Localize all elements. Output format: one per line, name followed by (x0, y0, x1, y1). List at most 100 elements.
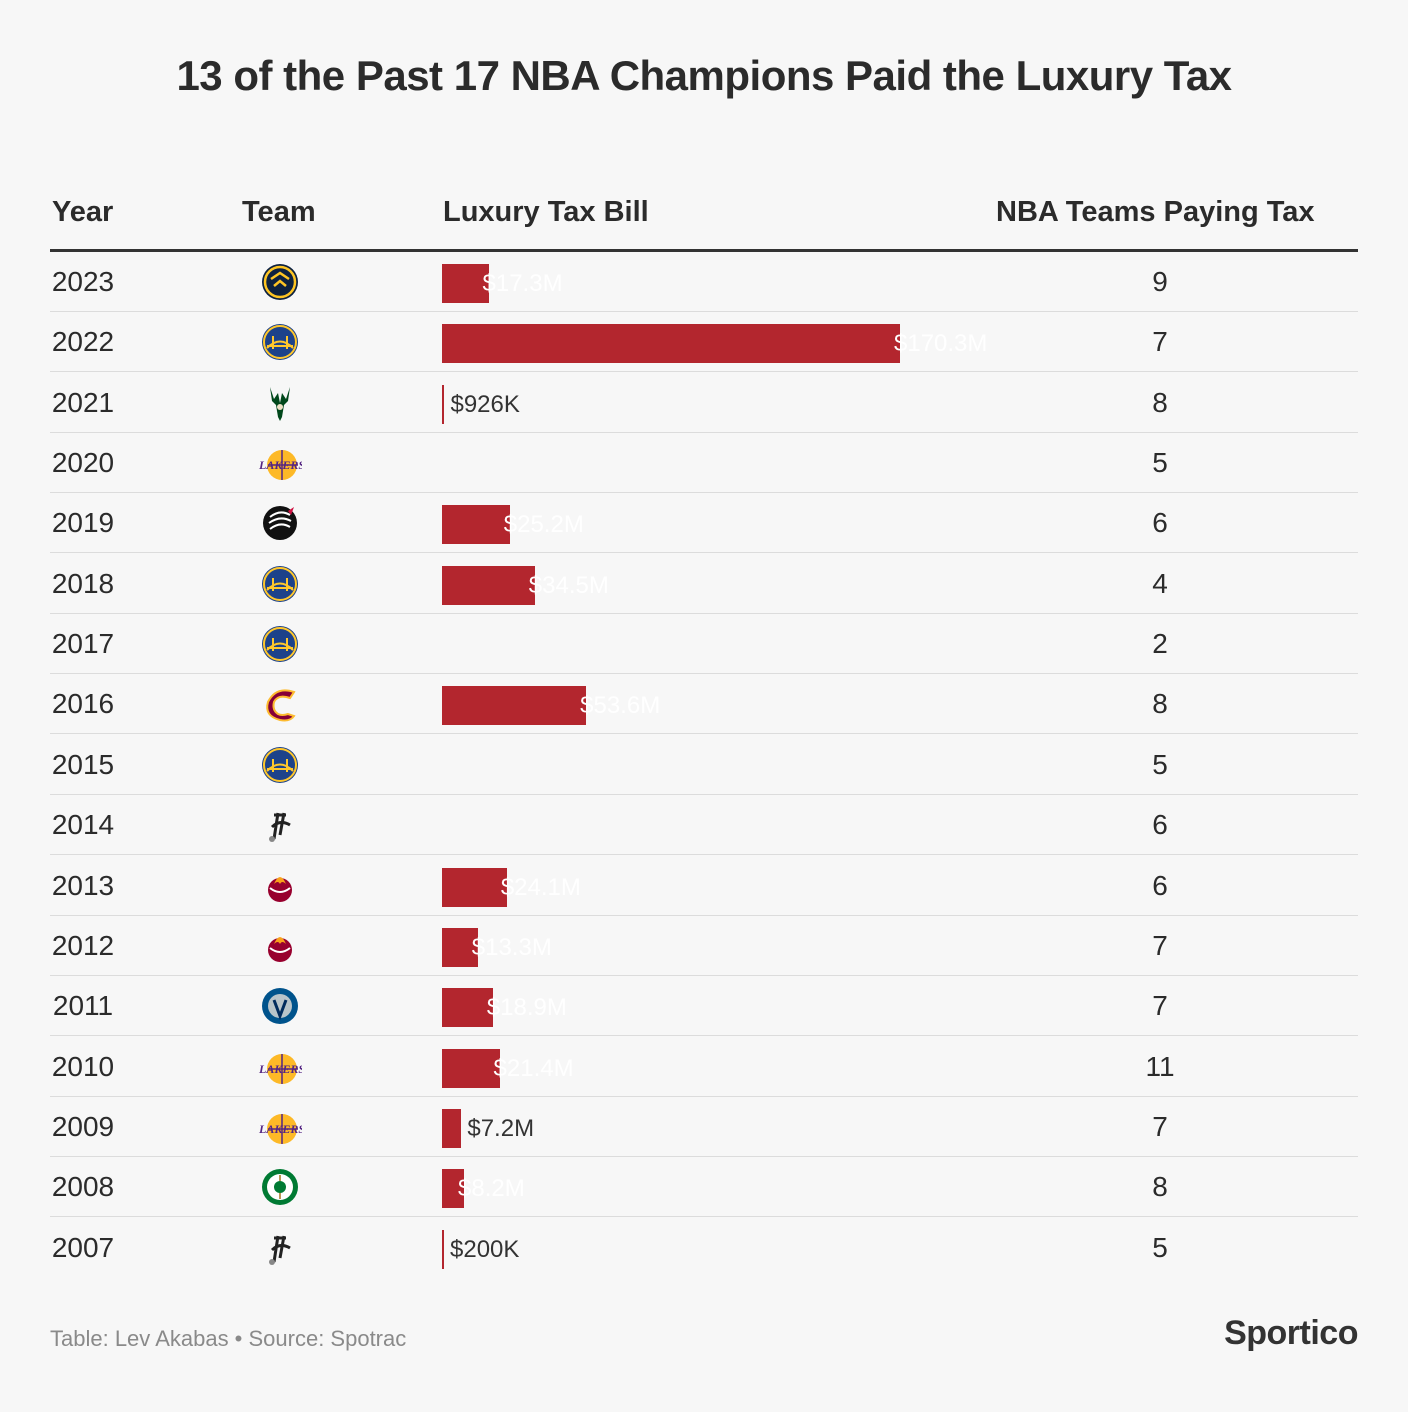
teams-paying-cell: 6 (1152, 869, 1168, 901)
tax-value-label: $8.2M (458, 1175, 525, 1203)
warriors-logo-icon (258, 564, 302, 604)
teams-paying-cell: 7 (1152, 326, 1168, 358)
table-row: 2010 LAKERS $21.4M 11 (0, 1037, 1408, 1097)
table-row: 2021 $926K 8 (0, 373, 1408, 433)
teams-paying-cell: 5 (1152, 748, 1168, 780)
year-cell: 2011 (52, 990, 114, 1022)
row-divider (50, 793, 1358, 795)
spurs-logo-icon (258, 805, 302, 845)
teams-paying-cell: 8 (1152, 386, 1168, 418)
year-cell: 2014 (51, 809, 115, 841)
tax-bar (442, 384, 445, 424)
lakers-logo-icon: LAKERS (258, 1047, 305, 1087)
year-cell: 2010 (51, 1050, 115, 1082)
teams-paying-cell: 6 (1152, 809, 1168, 841)
table-row: 2007 $200K 5 (0, 1218, 1408, 1278)
chart-title: 13 of the Past 17 NBA Champions Paid the… (176, 52, 1232, 99)
column-header-team: Team (242, 196, 316, 228)
tax-value-label: $17.3M (482, 270, 563, 297)
tax-bar (442, 324, 900, 364)
year-cell: 2021 (51, 386, 115, 418)
svg-text:LAKERS: LAKERS (258, 458, 302, 472)
table-row: 2022 $170.3M 7 (0, 312, 1408, 373)
year-cell: 2015 (51, 748, 115, 780)
table-row: 2018 $34.5M 4 (0, 554, 1408, 614)
tax-value-label: $18.9M (486, 994, 567, 1022)
year-cell: 2007 (51, 1231, 115, 1263)
warriors-logo-icon (258, 745, 302, 785)
teams-paying-cell: 8 (1152, 1171, 1168, 1203)
table-row: 2023 $17.3M 9 (0, 252, 1408, 312)
teams-paying-cell: 5 (1152, 1231, 1168, 1263)
teams-paying-cell: 5 (1152, 447, 1168, 479)
table-row: 2017 2 (0, 614, 1408, 675)
tax-bar (442, 867, 507, 907)
svg-text:LAKERS: LAKERS (258, 1062, 302, 1076)
tax-value-label: $926K (450, 390, 520, 418)
year-cell: 2016 (51, 688, 115, 720)
tax-value-label: $53.6M (580, 692, 661, 720)
table-row: 2015 5 (0, 735, 1408, 795)
header-divider (50, 249, 1358, 252)
tax-bar (442, 1108, 462, 1148)
teams-paying-cell: 7 (1152, 990, 1168, 1022)
celtics-logo-icon (258, 1167, 302, 1207)
tax-value-label: $7.2M (467, 1114, 535, 1142)
tax-value-label: $21.4M (493, 1054, 574, 1082)
svg-text:LAKERS: LAKERS (258, 1122, 302, 1136)
column-header-year: Year (52, 196, 114, 228)
tax-value-label: $25.2M (503, 511, 584, 539)
cavaliers-logo-icon (258, 684, 302, 724)
teams-paying-cell: 9 (1152, 266, 1168, 297)
tax-value-label: $170.3M (894, 330, 988, 358)
row-divider (50, 1095, 1358, 1097)
tax-bar (442, 565, 535, 605)
tax-bar (442, 1169, 465, 1209)
row-divider (50, 673, 1358, 675)
tax-bar (442, 988, 493, 1028)
teams-paying-cell: 7 (1152, 929, 1168, 961)
teams-paying-cell: 11 (1145, 1050, 1175, 1082)
tax-value-label: $13.3M (471, 933, 552, 961)
year-cell: 2008 (51, 1171, 115, 1203)
year-cell: 2019 (51, 507, 115, 539)
tax-bar (442, 1229, 444, 1269)
row-divider (50, 612, 1358, 614)
year-cell: 2009 (51, 1110, 115, 1142)
tax-bar (442, 1048, 500, 1088)
year-cell: 2012 (51, 929, 115, 961)
lakers-logo-icon: LAKERS (258, 443, 305, 483)
row-divider (50, 914, 1358, 916)
mavericks-logo-icon (258, 986, 302, 1026)
table-row: 2014 6 (0, 795, 1408, 856)
table-row: 2012 $13.3M 7 (0, 916, 1408, 976)
tax-value-label: $200K (450, 1235, 520, 1263)
heat-logo-icon (258, 926, 302, 966)
teams-paying-cell: 4 (1152, 567, 1168, 599)
teams-paying-cell: 2 (1152, 628, 1168, 660)
year-cell: 2022 (51, 326, 115, 358)
raptors-logo-icon (258, 503, 302, 543)
year-cell: 2018 (51, 567, 115, 599)
table-row: 2019 $25.2M 6 (0, 493, 1408, 554)
tax-bar (442, 686, 587, 726)
row-divider (50, 492, 1358, 494)
column-header-tax-bill: Luxury Tax Bill (443, 196, 649, 228)
row-divider (50, 733, 1358, 735)
row-divider (50, 1035, 1358, 1037)
row-divider (50, 431, 1358, 433)
nuggets-logo-icon (258, 262, 302, 302)
tax-value-label: $34.5M (528, 571, 609, 599)
row-divider (50, 854, 1358, 856)
warriors-logo-icon (258, 624, 302, 664)
source-note: Table: Lev Akabas • Source: Spotrac (50, 1326, 407, 1351)
tax-bar (442, 505, 510, 545)
spurs-logo-icon (258, 1228, 302, 1268)
table-row: 2009 LAKERS $7.2M 7 (0, 1097, 1408, 1157)
bucks-logo-icon (258, 383, 302, 423)
tax-bar (442, 927, 478, 967)
table-row: 2016 $53.6M 8 (0, 674, 1408, 735)
teams-paying-cell: 6 (1152, 507, 1168, 539)
column-header-teams-paying: NBA Teams Paying Tax (996, 196, 1315, 228)
table-row: 2013 $24.1M 6 (0, 856, 1408, 916)
